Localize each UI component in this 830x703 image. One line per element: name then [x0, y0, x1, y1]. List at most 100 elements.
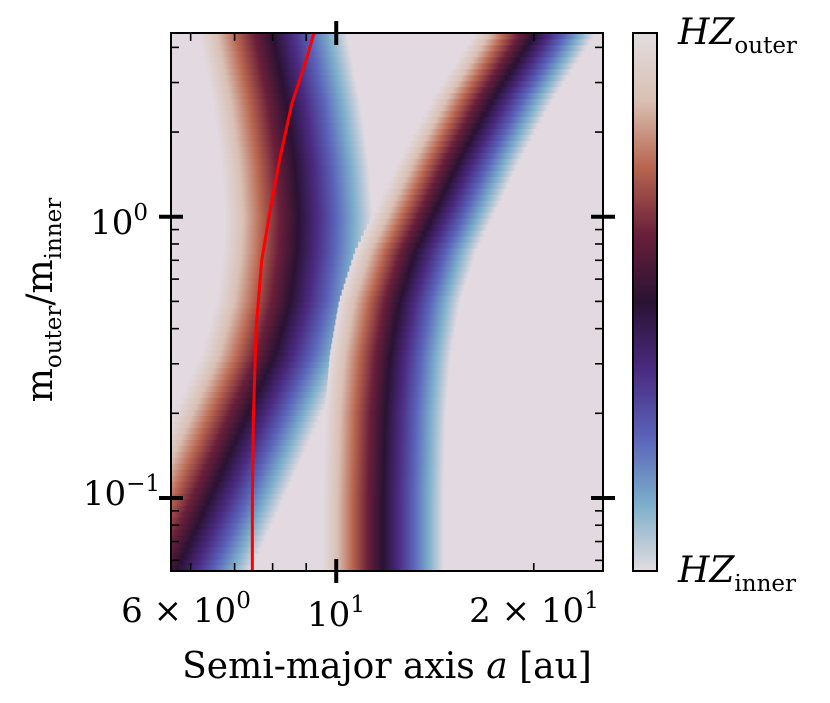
heatmap-cell-strip [212, 98, 361, 106]
heatmap-cell-strip [171, 415, 320, 422]
heatmap-cell-strip [211, 313, 360, 321]
heatmap-cell-strip [372, 211, 494, 219]
heatmap-cell-strip [224, 205, 373, 213]
heatmap-cell-strip [326, 391, 448, 399]
heatmap-cell-strip [205, 62, 354, 70]
colorbar-gradient [632, 32, 658, 572]
heatmap-cell-strip [404, 146, 526, 153]
heatmap-cell-strip [369, 217, 491, 225]
heatmap-cell-strip [213, 307, 362, 315]
heatmap-cell-strip [411, 134, 533, 141]
heatmap-cell-strip [171, 486, 288, 494]
heatmap-cell-strip [323, 468, 445, 476]
heatmap-cell-strip [336, 313, 458, 321]
heatmap-cell-strip [171, 433, 312, 440]
y-tick-label-0.1: 10−1 [83, 471, 160, 514]
heatmap-cell-strip [322, 498, 444, 506]
heatmap-cell-strip [420, 116, 542, 124]
heatmap-cell-strip [427, 104, 549, 112]
heatmap-cell-strip [216, 295, 365, 303]
heatmap-cell-strip [217, 289, 366, 297]
heatmap-cell-strip [324, 415, 446, 422]
heatmap-cell-strip [215, 301, 364, 309]
heatmap-cell-strip [214, 110, 363, 118]
heatmap-cell-strip [322, 564, 444, 571]
heatmap-cell-strip [171, 552, 258, 560]
heatmap-cell-strip [218, 140, 367, 147]
heatmap-cell-strip [223, 235, 372, 243]
heatmap-cell-strip [218, 146, 367, 153]
red-curve-line [250, 33, 316, 571]
heatmap-cell-strip [334, 325, 456, 333]
heatmap-cell-strip [328, 367, 450, 375]
heatmap-cell-strip [324, 409, 446, 416]
heatmap-cell-strip [358, 241, 480, 249]
heatmap-cell-strip [322, 534, 444, 542]
heatmap-cell-strip [218, 283, 367, 291]
heatmap-cell-strip [213, 104, 362, 112]
heatmap-cell-strip [324, 439, 446, 446]
heatmap-cell-strip [445, 74, 567, 82]
heatmap-cell-strip [171, 451, 304, 458]
heatmap-cell-strip [468, 38, 591, 46]
heatmap-cell-strip [211, 92, 360, 100]
heatmap-cell-strip [335, 319, 457, 327]
heatmap-cell-strip [171, 427, 315, 434]
heatmap-cell-strip [430, 98, 552, 106]
heatmap-cell-strip [190, 373, 339, 381]
heatmap-cell-strip [366, 223, 488, 231]
heatmap-cell-strip [206, 331, 355, 339]
heatmap-cell-strip [349, 265, 471, 273]
heatmap-cell-strip [219, 277, 368, 285]
heatmap-cell-strip [171, 516, 274, 524]
x-tick-label-6: 6 × 100 [121, 588, 251, 631]
heatmap-cell-strip [221, 164, 370, 171]
heatmap-cell-strip [322, 492, 444, 500]
heatmap-cell-strip [223, 241, 372, 249]
heatmap-cell-strip [437, 86, 560, 94]
heatmap-cell-strip [220, 158, 369, 165]
heatmap-cell-strip [375, 205, 497, 213]
heatmap-cell-strip [223, 229, 372, 237]
heatmap-cell-strip [338, 301, 460, 309]
heatmap-cell-strip [199, 355, 348, 363]
heatmap-cell-strip [328, 361, 451, 369]
heatmap-cell-strip [223, 199, 372, 207]
heatmap-cell-strip [206, 68, 355, 76]
heatmap-cell-strip [221, 259, 370, 267]
heatmap-cell-strip [423, 110, 546, 118]
heatmap-cell-strip [347, 271, 469, 279]
heatmap-cell-strip [389, 176, 511, 183]
colorbar-bottom-label: HZinner [677, 550, 796, 597]
heatmap-cell-strip [417, 122, 539, 130]
heatmap-cell-strip [171, 546, 261, 554]
heatmap-cell-strip [461, 50, 583, 58]
heatmap-cell-strip [322, 528, 444, 536]
heatmap-cell-strip [398, 158, 520, 165]
heatmap-cell-strip [223, 194, 372, 201]
heatmap-cell-strip [171, 492, 285, 500]
heatmap-cell-strip [171, 421, 317, 428]
heatmap-cell-strip [323, 463, 445, 470]
heatmap-cell-strip [174, 409, 323, 416]
heatmap-cell-strip [333, 331, 455, 339]
heatmap-cell-strip [171, 522, 272, 530]
heatmap-cell-strip [434, 92, 556, 100]
heatmap-cell-strip [216, 128, 365, 136]
heatmap-cell-strip [330, 349, 452, 357]
heatmap-cell-strip [210, 319, 359, 327]
heatmap-cell-strip [322, 510, 444, 518]
heatmap-cell-strip [414, 128, 536, 136]
heatmap-cell-strip [219, 271, 368, 279]
heatmap-cell-strip [204, 337, 353, 345]
heatmap-cell-strip [223, 247, 372, 255]
heatmap-cell-strip [325, 397, 448, 405]
heatmap-cell-strip [171, 468, 296, 476]
heatmap-cell-strip [392, 170, 514, 177]
heatmap-cell-strip [171, 463, 299, 470]
heatmap-cell-strip [325, 403, 447, 410]
heatmap-cell-strip [182, 391, 331, 399]
heatmap-cell-strip [322, 516, 444, 524]
heatmap-cell-strip [361, 235, 483, 243]
